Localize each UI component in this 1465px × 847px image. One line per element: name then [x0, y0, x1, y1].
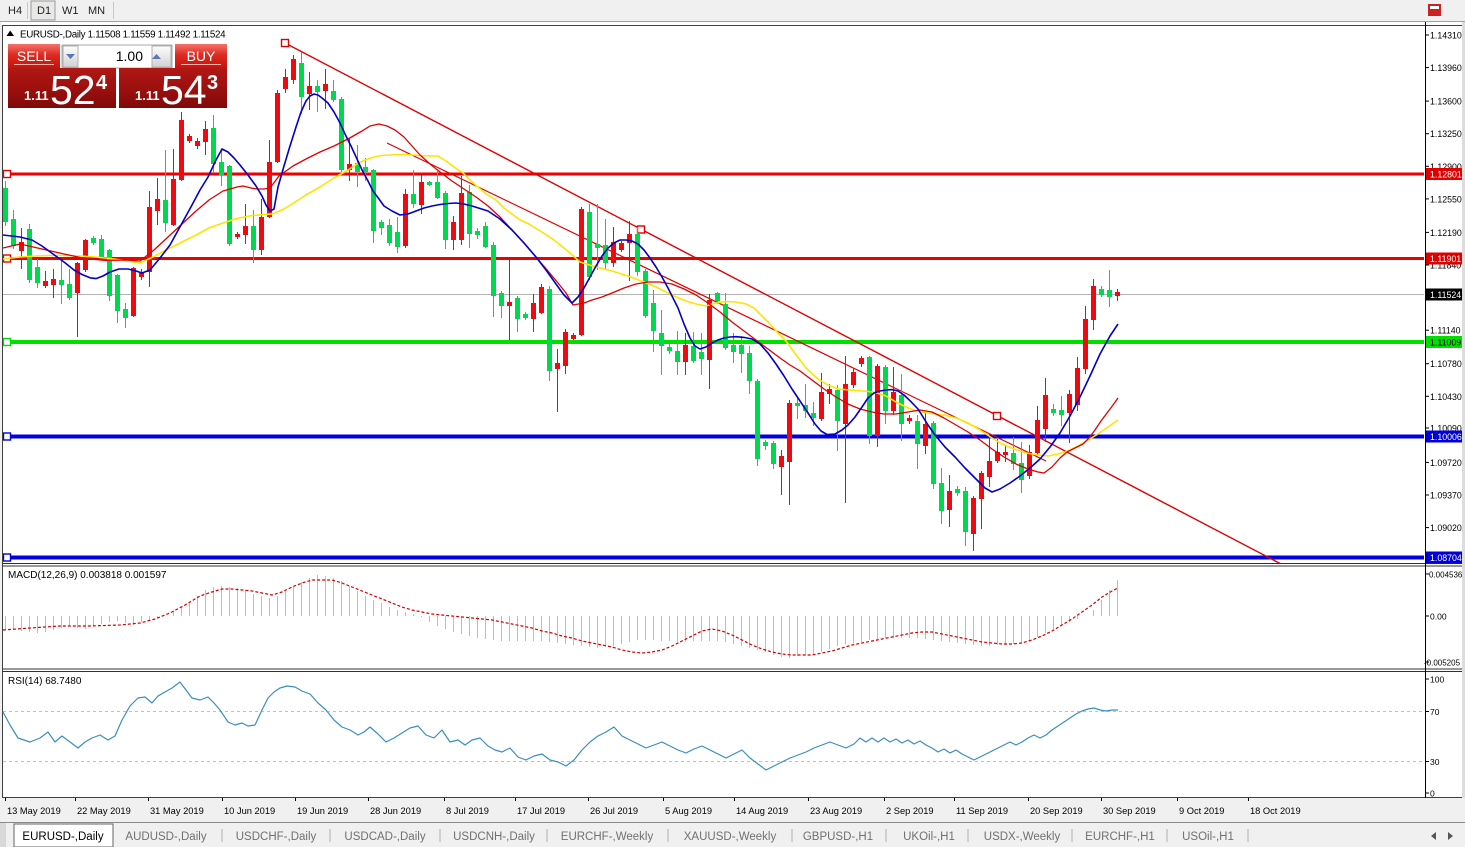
- svg-text:H4: H4: [8, 5, 22, 17]
- svg-text:USDCHF-,Daily: USDCHF-,Daily: [236, 831, 317, 843]
- svg-text:1.10090: 1.10090: [1430, 424, 1462, 434]
- svg-text:EURUSD-,Daily 1.11508 1.11559: EURUSD-,Daily 1.11508 1.11559 1.11492 1.…: [20, 30, 226, 41]
- svg-text:1.13250: 1.13250: [1430, 129, 1462, 139]
- svg-text:23 Aug 2019: 23 Aug 2019: [810, 806, 862, 816]
- svg-text:1.11: 1.11: [135, 88, 160, 103]
- svg-text:1.10430: 1.10430: [1430, 392, 1462, 402]
- svg-text:1.11840: 1.11840: [1430, 261, 1461, 271]
- svg-text:30: 30: [1430, 757, 1440, 767]
- svg-text:1.13600: 1.13600: [1430, 97, 1462, 107]
- svg-text:9 Oct 2019: 9 Oct 2019: [1179, 806, 1224, 816]
- svg-text:1.10006: 1.10006: [1430, 432, 1462, 442]
- svg-text:70: 70: [1430, 707, 1440, 717]
- svg-text:1.11524: 1.11524: [1430, 290, 1461, 300]
- svg-text:1.12900: 1.12900: [1430, 162, 1462, 172]
- svg-text:USOil-,H1: USOil-,H1: [1182, 831, 1234, 843]
- svg-text:26 Jul 2019: 26 Jul 2019: [590, 806, 638, 816]
- svg-text:31 May 2019: 31 May 2019: [150, 806, 204, 816]
- svg-text:100: 100: [1430, 675, 1444, 685]
- svg-text:1.11: 1.11: [24, 88, 49, 103]
- svg-text:0.004536: 0.004536: [1429, 571, 1463, 580]
- svg-text:11 Sep 2019: 11 Sep 2019: [956, 806, 1008, 816]
- svg-text:10 Jun 2019: 10 Jun 2019: [224, 806, 275, 816]
- svg-text:8 Jul 2019: 8 Jul 2019: [446, 806, 489, 816]
- svg-text:3: 3: [207, 72, 218, 94]
- svg-text:-0.005205: -0.005205: [1424, 659, 1461, 668]
- svg-text:1.13960: 1.13960: [1430, 63, 1462, 73]
- svg-text:4: 4: [96, 72, 108, 94]
- svg-text:1.09720: 1.09720: [1430, 458, 1462, 468]
- svg-text:AUDUSD-,Daily: AUDUSD-,Daily: [125, 831, 206, 843]
- svg-text:1.09370: 1.09370: [1430, 491, 1462, 501]
- svg-text:1.09020: 1.09020: [1430, 523, 1462, 533]
- svg-text:52: 52: [50, 67, 96, 113]
- svg-text:30 Sep 2019: 30 Sep 2019: [1103, 806, 1156, 816]
- svg-text:0.00: 0.00: [1430, 612, 1447, 622]
- svg-text:0: 0: [1430, 789, 1435, 799]
- svg-text:1.08704: 1.08704: [1430, 553, 1462, 563]
- svg-text:SELL: SELL: [17, 48, 51, 64]
- svg-text:EURCHF-,Weekly: EURCHF-,Weekly: [561, 831, 654, 843]
- svg-text:1.00: 1.00: [116, 48, 143, 64]
- svg-text:2 Sep 2019: 2 Sep 2019: [886, 806, 934, 816]
- svg-text:1.11009: 1.11009: [1430, 338, 1461, 348]
- svg-text:GBPUSD-,H1: GBPUSD-,H1: [803, 831, 873, 843]
- svg-text:19 Jun 2019: 19 Jun 2019: [297, 806, 348, 816]
- svg-text:1.14310: 1.14310: [1430, 31, 1462, 41]
- svg-text:22 May 2019: 22 May 2019: [77, 806, 131, 816]
- svg-text:USDCNH-,Daily: USDCNH-,Daily: [453, 831, 535, 843]
- svg-text:13 May 2019: 13 May 2019: [7, 806, 61, 816]
- svg-text:W1: W1: [62, 5, 79, 17]
- svg-text:USDX-,Weekly: USDX-,Weekly: [984, 831, 1061, 843]
- svg-text:UKOil-,H1: UKOil-,H1: [903, 831, 955, 843]
- svg-text:MN: MN: [88, 5, 105, 17]
- svg-text:MACD(12,26,9) 0.003818 0.00159: MACD(12,26,9) 0.003818 0.001597: [8, 570, 167, 581]
- svg-text:1.12550: 1.12550: [1430, 194, 1462, 204]
- svg-text:RSI(14) 68.7480: RSI(14) 68.7480: [8, 676, 82, 687]
- svg-text:EURCHF-,H1: EURCHF-,H1: [1085, 831, 1155, 843]
- svg-text:14 Aug 2019: 14 Aug 2019: [736, 806, 788, 816]
- svg-text:20 Sep 2019: 20 Sep 2019: [1030, 806, 1083, 816]
- svg-text:28 Jun 2019: 28 Jun 2019: [370, 806, 421, 816]
- svg-text:XAUUSD-,Weekly: XAUUSD-,Weekly: [684, 831, 777, 843]
- svg-text:D1: D1: [37, 5, 51, 17]
- svg-text:1.12190: 1.12190: [1430, 228, 1462, 238]
- svg-text:18 Oct 2019: 18 Oct 2019: [1250, 806, 1301, 816]
- svg-text:BUY: BUY: [187, 48, 216, 64]
- svg-text:17 Jul 2019: 17 Jul 2019: [517, 806, 565, 816]
- svg-text:54: 54: [161, 67, 207, 113]
- svg-text:USDCAD-,Daily: USDCAD-,Daily: [344, 831, 425, 843]
- svg-text:5 Aug 2019: 5 Aug 2019: [665, 806, 712, 816]
- svg-text:1.11140: 1.11140: [1430, 326, 1461, 336]
- svg-text:1.11901: 1.11901: [1430, 254, 1461, 264]
- svg-text:1.10780: 1.10780: [1430, 359, 1462, 369]
- svg-text:EURUSD-,Daily: EURUSD-,Daily: [22, 831, 103, 843]
- svg-text:1.12801: 1.12801: [1430, 170, 1462, 180]
